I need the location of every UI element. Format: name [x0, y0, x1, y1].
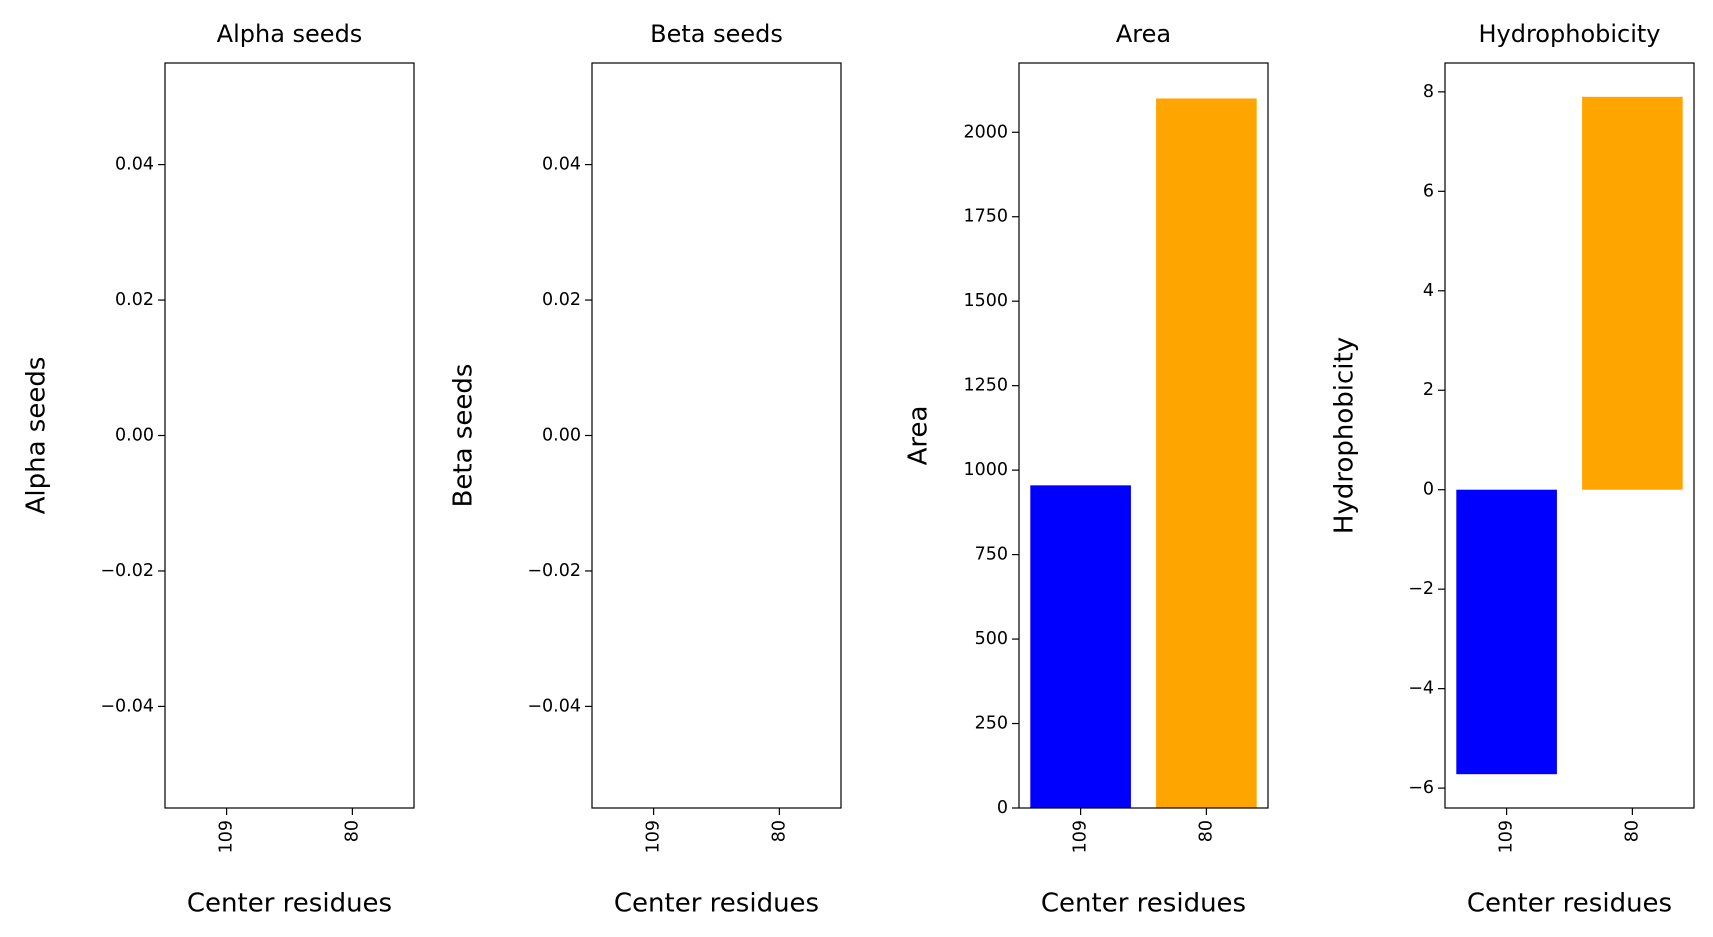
bar	[1456, 489, 1557, 775]
y-tick-label: 1000	[963, 460, 1008, 480]
y-tick-label: 0.04	[115, 155, 154, 175]
subplot-title: Beta seeds	[650, 20, 783, 48]
x-tick-label: 109	[1071, 820, 1091, 853]
axes-frame	[591, 62, 842, 809]
subplot-title: Area	[1116, 20, 1171, 48]
x-tick-label: 80	[342, 820, 362, 842]
y-tick-label: −2	[1408, 579, 1434, 599]
y-tick-label: 0.02	[115, 290, 154, 310]
y-tick-label: 2000	[963, 122, 1008, 142]
y-tick-label: 0.00	[115, 426, 154, 446]
y-tick-label: 0.04	[542, 155, 581, 175]
subplot-title: Alpha seeds	[217, 20, 363, 48]
y-tick-label: 0.00	[542, 426, 581, 446]
y-tick-label: −6	[1408, 778, 1434, 798]
y-axis-label: Hydrophobicity	[1330, 337, 1360, 534]
y-axis-label: Alpha seeds	[22, 357, 52, 515]
y-tick-label: −0.02	[100, 561, 154, 581]
x-tick-label: 109	[644, 820, 664, 853]
y-tick-label: 250	[975, 714, 1008, 734]
y-tick-label: 4	[1423, 281, 1434, 301]
y-tick-label: 1500	[963, 291, 1008, 311]
bar	[1030, 485, 1131, 808]
x-tick-label: 109	[217, 820, 237, 853]
x-axis-label: Center residues	[1467, 889, 1672, 919]
x-tick-label: 80	[1622, 820, 1642, 842]
x-tick-label: 109	[1497, 820, 1517, 853]
bar	[1582, 96, 1683, 490]
y-tick-label: 6	[1423, 181, 1434, 201]
y-tick-label: −0.02	[527, 561, 581, 581]
axes-frame	[1018, 62, 1269, 809]
y-tick-label: −0.04	[100, 696, 154, 716]
axes-frame	[1444, 62, 1695, 809]
y-tick-label: 1250	[963, 376, 1008, 396]
y-tick-label: 0.02	[542, 290, 581, 310]
y-tick-label: 750	[975, 545, 1008, 565]
x-tick-label: 80	[769, 820, 789, 842]
y-tick-label: 1750	[963, 207, 1008, 227]
x-axis-label: Center residues	[187, 889, 392, 919]
y-tick-label: −4	[1408, 679, 1434, 699]
y-tick-label: 0	[997, 798, 1008, 818]
y-tick-label: 0	[1423, 480, 1434, 500]
x-tick-label: 80	[1196, 820, 1216, 842]
y-tick-label: 8	[1423, 82, 1434, 102]
x-axis-label: Center residues	[614, 889, 819, 919]
bar	[1156, 98, 1257, 808]
y-tick-label: 2	[1423, 380, 1434, 400]
y-tick-label: −0.04	[527, 696, 581, 716]
subplot-title: Hydrophobicity	[1478, 20, 1660, 48]
y-tick-label: 500	[975, 629, 1008, 649]
axes-frame	[164, 62, 415, 809]
x-axis-label: Center residues	[1041, 889, 1246, 919]
y-axis-label: Area	[904, 406, 934, 466]
y-axis-label: Beta seeds	[449, 364, 479, 508]
